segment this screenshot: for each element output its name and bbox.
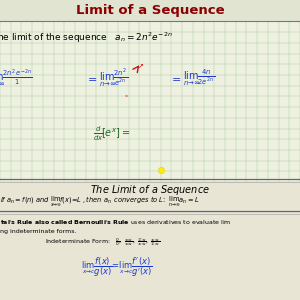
Text: ng indeterminate forms.: ng indeterminate forms. [0, 229, 76, 234]
Text: $\mathbf{tal's\ Rule\ also\ called\ Bernoulli's\ Rule}$ uses derivatives to eval: $\mathbf{tal's\ Rule\ also\ called\ Bern… [0, 218, 231, 227]
FancyBboxPatch shape [0, 182, 300, 300]
Text: Indeterminate Form:   $\frac{0}{0},\ \frac{\pm\infty}{\pm\infty},\ \frac{\mp\inf: Indeterminate Form: $\frac{0}{0},\ \frac… [45, 236, 160, 248]
Text: $=$: $=$ [85, 73, 98, 83]
Text: $\lim_{x \to c}\dfrac{f(x)}{g(x)} = \lim_{x \to c}\dfrac{f'(x)}{g'(x)}$: $\lim_{x \to c}\dfrac{f(x)}{g(x)} = \lim… [81, 255, 153, 279]
Text: Limit of a Sequence: Limit of a Sequence [76, 4, 224, 17]
Text: $\lim_{n \to \infty}\!\frac{2n^2}{e^{2n}}$: $\lim_{n \to \infty}\!\frac{2n^2}{e^{2n}… [99, 67, 128, 89]
Text: $\lim_{n \to \infty}\!\frac{2n^2e^{-2n}}{1}$: $\lim_{n \to \infty}\!\frac{2n^2e^{-2n}}… [0, 67, 32, 89]
Text: $\mathit{If}\ a_n = f(n)\ \mathit{and}\ \lim_{x\to\infty}\! f(x) = L\ ,\mathit{t: $\mathit{If}\ a_n = f(n)\ \mathit{and}\ … [0, 195, 200, 208]
Text: $=$: $=$ [169, 73, 182, 83]
Text: $\lim_{n \to \infty}\!\frac{4n}{2e^{2n}}$: $\lim_{n \to \infty}\!\frac{4n}{2e^{2n}}… [183, 68, 215, 88]
Text: $\nearrow$: $\nearrow$ [136, 62, 145, 70]
Text: $\mathit{The\ Limit\ of\ a\ Sequence}$: $\mathit{The\ Limit\ of\ a\ Sequence}$ [90, 183, 210, 196]
Text: he limit of the sequence   $a_n = 2n^2e^{-2n}$: he limit of the sequence $a_n = 2n^2e^{-… [0, 30, 172, 45]
Text: $\frac{d}{dx}\!\left[e^x\right] =$: $\frac{d}{dx}\!\left[e^x\right] =$ [93, 124, 130, 142]
FancyBboxPatch shape [0, 0, 300, 21]
Text: $_{_\infty}$: $_{_\infty}$ [124, 90, 129, 99]
